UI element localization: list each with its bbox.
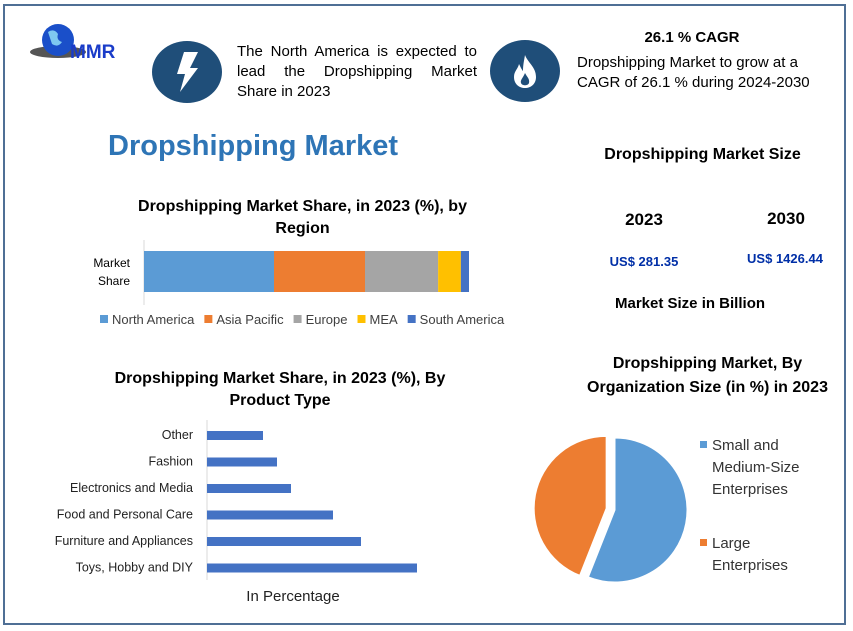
highlight-north-america: The North America is expected to lead th…: [237, 43, 477, 100]
globe-icon: MMR: [30, 24, 116, 63]
region-chart-title: Dropshipping Market Share, in 2023 (%), …: [138, 198, 467, 237]
legend-swatch: [293, 315, 302, 323]
bar: [207, 457, 277, 467]
bar: [207, 431, 263, 440]
category-label: Food and Personal Care: [57, 508, 193, 522]
category-label: Fashion: [149, 455, 194, 469]
legend-label-line: Large: [712, 535, 750, 552]
bar: [207, 484, 291, 493]
legend-swatch: [357, 315, 366, 323]
category-label-line: Market: [93, 256, 130, 270]
legend-swatch: [700, 539, 707, 546]
product-chart: Other Fashion Electronics and Media Food an…: [55, 420, 417, 605]
bar-segment-asia-pacific: [274, 251, 365, 292]
value-2023: US$ 281.35: [609, 254, 679, 269]
value-2030: US$ 1426.44: [747, 251, 823, 266]
region-chart: Market Share North America Asia Pacific Euro…: [93, 240, 505, 327]
year-2023: 2023: [625, 210, 663, 229]
bar-segment-south-america: [460, 251, 469, 292]
market-size-title: Dropshipping Market Size: [604, 146, 801, 163]
legend-label: Small and Medium-Size Enterprises: [712, 437, 800, 498]
category-label: Other: [162, 428, 193, 442]
page-frame: [3, 4, 846, 625]
legend-swatch: [407, 315, 416, 323]
x-axis-label: In Percentage: [246, 588, 339, 605]
market-size-unit: Market Size in Billion: [614, 295, 766, 312]
pie-slice-small-medium: [587, 437, 688, 583]
bar: [207, 510, 333, 520]
org-chart-title: Dropshipping Market, By Organization Siz…: [587, 355, 828, 396]
flame-icon: [490, 40, 560, 102]
bar-segment-europe: [365, 251, 439, 292]
legend-label-line: Medium-Size: [712, 459, 800, 476]
legend-label: MEA: [370, 312, 399, 327]
year-2030: 2030: [767, 209, 805, 228]
product-chart-title: Dropshipping Market Share, in 2023 (%), …: [114, 370, 446, 409]
bar-segment-north-america: [144, 251, 274, 292]
bar: [207, 537, 361, 546]
legend-label-line: Enterprises: [712, 557, 788, 574]
cagr-title: 26.1 % CAGR: [644, 29, 740, 46]
category-label-line: Share: [98, 274, 130, 288]
cagr-text: Dropshipping Market to grow at a CAGR of…: [577, 54, 810, 91]
legend-label: South America: [420, 312, 505, 327]
lightning-icon: [152, 41, 222, 103]
org-chart: Small and Medium-Size Enterprises Large Ente…: [533, 435, 800, 583]
bar-segment-mea: [438, 251, 461, 292]
category-label: Electronics and Media: [70, 481, 193, 495]
legend-label-line: Small and: [712, 437, 779, 454]
category-label: Market Share: [93, 256, 130, 288]
legend-swatch: [700, 441, 707, 448]
legend-label: Large Enterprises: [712, 535, 788, 574]
category-label: Furniture and Appliances: [55, 534, 193, 548]
legend-label: North America: [112, 312, 195, 327]
legend-label: Europe: [306, 312, 348, 327]
pie-slice-large: [533, 435, 607, 576]
category-label: Toys, Hobby and DIY: [76, 561, 194, 575]
legend-label-line: Enterprises: [712, 481, 788, 498]
legend-label: Asia Pacific: [216, 312, 284, 327]
mmr-logo: MMR: [28, 20, 138, 65]
legend-swatch: [100, 315, 108, 323]
legend-swatch: [204, 315, 213, 323]
svg-text:MMR: MMR: [70, 42, 116, 63]
bar: [207, 563, 417, 573]
page-title: Dropshipping Market: [108, 130, 399, 162]
